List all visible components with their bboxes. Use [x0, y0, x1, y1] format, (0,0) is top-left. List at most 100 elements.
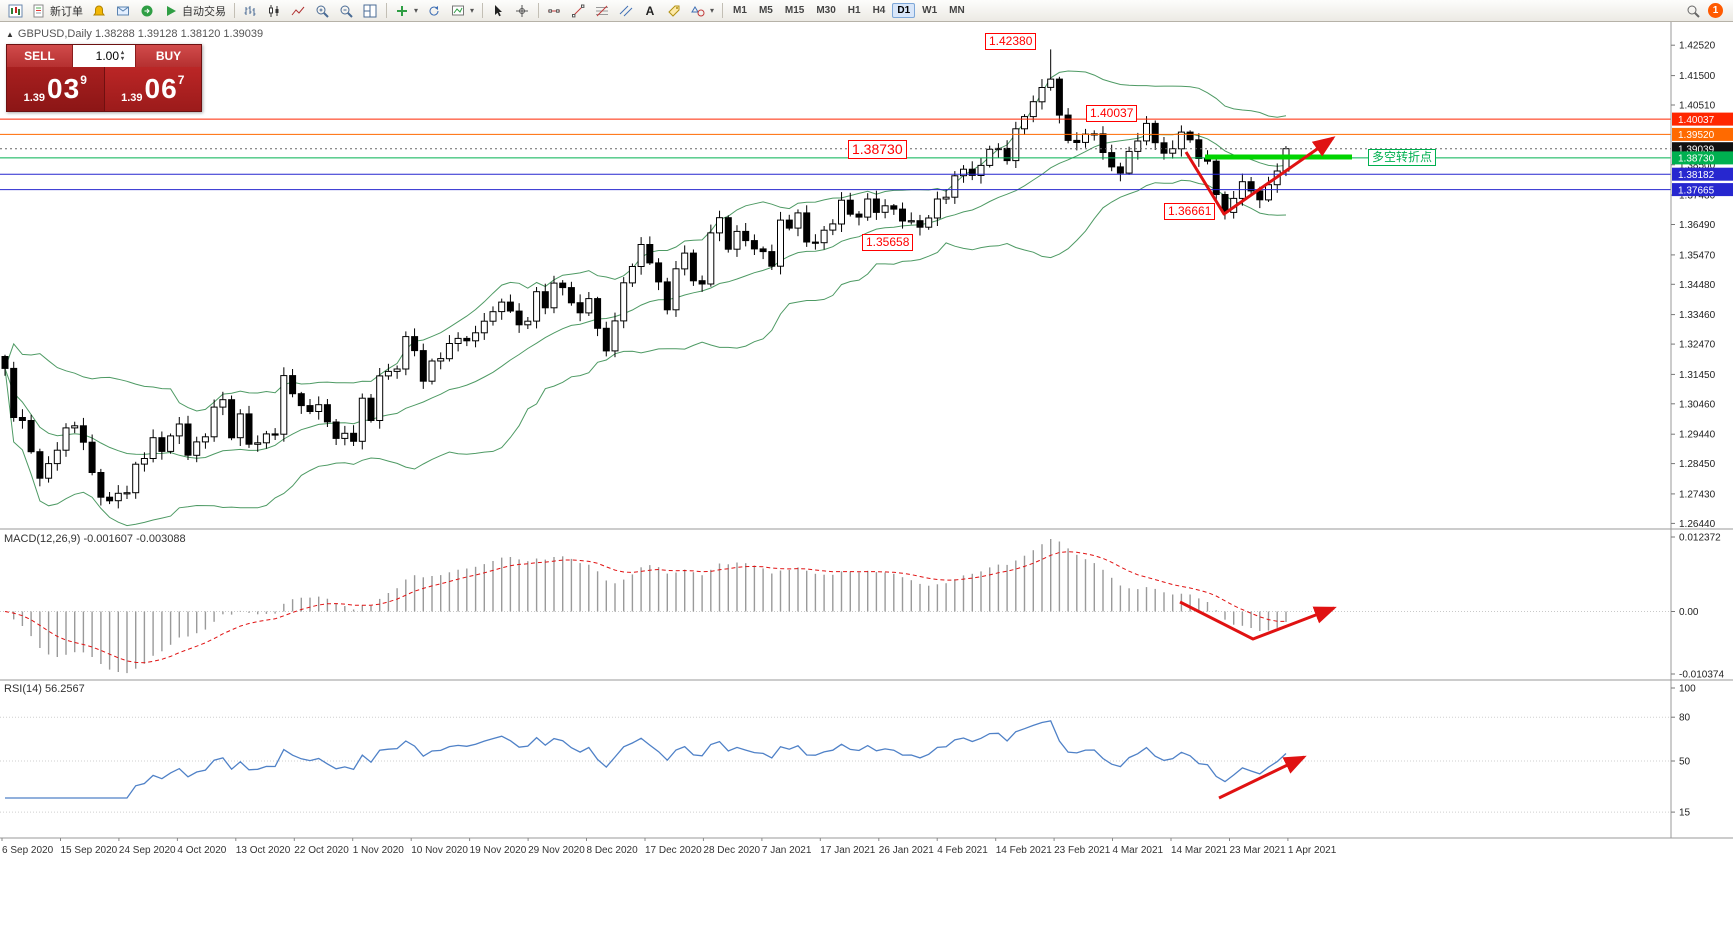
bull-candle — [193, 441, 201, 456]
toolbar-separator — [234, 3, 235, 18]
bull-candle — [1047, 78, 1055, 88]
line-chart-mode-button[interactable] — [287, 1, 310, 20]
volume-spin-buttons[interactable]: ▴ ▾ — [121, 50, 124, 62]
templates-button[interactable]: ▾ — [447, 1, 478, 20]
sell-button[interactable]: SELL — [7, 45, 72, 67]
chart-canvas[interactable]: 1.425201.415001.405101.385001.374801.364… — [0, 22, 1733, 945]
hline-tool-button[interactable] — [543, 1, 566, 20]
crosshair-tool-button[interactable] — [511, 1, 534, 20]
tile-windows-button[interactable] — [359, 1, 382, 20]
zoom-in-button[interactable] — [311, 1, 334, 20]
community-button[interactable] — [136, 1, 159, 20]
chart-window-icon — [8, 4, 23, 18]
bull-candle — [1169, 148, 1177, 154]
bear-candle — [724, 217, 732, 250]
bull-candle — [53, 449, 61, 465]
price-badge-label: 1.38730 — [1678, 154, 1715, 165]
price-badge — [1672, 167, 1733, 181]
bull-candle — [1134, 140, 1142, 152]
timeframe-MN[interactable]: MN — [949, 5, 965, 16]
volume-input[interactable] — [73, 49, 119, 63]
spin-up-icon[interactable]: ▴ — [121, 50, 125, 56]
buy-price-prefix: 1.39 — [121, 92, 143, 104]
bull-candle — [820, 229, 828, 244]
bear-candle — [367, 397, 375, 422]
buy-price-big-digits: 06 — [144, 73, 178, 104]
zoom-out-button[interactable] — [335, 1, 358, 20]
timeframe-M1[interactable]: M1 — [733, 5, 747, 16]
drawn-arrow-rsi[interactable] — [1218, 755, 1307, 800]
timeframe-D1[interactable]: D1 — [892, 3, 916, 18]
volume-stepper[interactable]: ▴▾ — [72, 45, 136, 67]
bear-candle — [79, 425, 87, 443]
time-label: 4 Feb 2021 — [937, 845, 988, 856]
bear-candle — [18, 417, 26, 421]
bear-candle — [1064, 114, 1072, 141]
charts-button[interactable] — [4, 1, 27, 20]
bull-candle — [733, 230, 741, 250]
price-badge-label: 1.38182 — [1678, 170, 1715, 181]
bear-candle — [698, 280, 706, 285]
text-tool-button[interactable]: A — [639, 1, 662, 20]
bear-candle — [463, 337, 471, 342]
candle-chart-mode-button[interactable] — [263, 1, 286, 20]
alerts-button[interactable] — [88, 1, 111, 20]
new-order-button[interactable]: 新订单 — [28, 1, 87, 20]
bear-candle — [88, 441, 96, 474]
timeframe-M30[interactable]: M30 — [816, 5, 836, 16]
symbol-ohlc-line: ▲ GBPUSD,Daily 1.38288 1.39128 1.38120 1.… — [6, 28, 263, 40]
mailbox-button[interactable] — [112, 1, 135, 20]
tile-windows-icon — [363, 4, 378, 18]
autotrading-button[interactable]: 自动交易 — [160, 1, 230, 20]
shapes-tool-button[interactable]: ▾ — [687, 1, 718, 20]
time-label: 24 Sep 2020 — [119, 845, 176, 856]
drawn-arrow-main[interactable] — [1184, 136, 1336, 216]
collapse-arrow-icon[interactable]: ▲ — [6, 30, 14, 39]
bull-candle — [1021, 116, 1028, 130]
spin-down-icon[interactable]: ▾ — [121, 56, 125, 62]
price-tick-label: 1.35470 — [1679, 250, 1716, 261]
time-label: 17 Dec 2020 — [645, 845, 702, 856]
bull-candle — [794, 212, 802, 229]
bear-candle — [602, 327, 610, 352]
search-button[interactable] — [1682, 1, 1705, 20]
bear-candle — [646, 244, 654, 264]
timeframe-M15[interactable]: M15 — [784, 5, 805, 16]
cursor-icon — [491, 4, 506, 18]
fibonacci-tool-button[interactable] — [591, 1, 614, 20]
timeframe-H4[interactable]: H4 — [872, 5, 886, 16]
price-tick-label: 1.40510 — [1679, 101, 1716, 112]
cursor-tool-button[interactable] — [487, 1, 510, 20]
timeframe-M5[interactable]: M5 — [758, 5, 773, 16]
notification-badge[interactable]: 1 — [1708, 3, 1723, 18]
timeframe-H1[interactable]: H1 — [847, 5, 861, 16]
bar-chart-mode-button[interactable] — [239, 1, 262, 20]
trendline-tool-button[interactable] — [567, 1, 590, 20]
drawn-arrow-macd[interactable] — [1179, 600, 1337, 641]
time-axis[interactable]: 6 Sep 2020 15 Sep 2020 24 Sep 2020 4 Oct 20… — [1, 838, 1337, 856]
indicators-button[interactable]: ▾ — [391, 1, 422, 20]
bull-candle — [1265, 184, 1272, 201]
buy-price-display[interactable]: 1.39 06 7 — [104, 67, 201, 111]
time-label: 23 Mar 2021 — [1230, 845, 1287, 856]
periods-button[interactable] — [423, 1, 446, 20]
toolbar-separator — [722, 3, 724, 18]
bear-candle — [1151, 122, 1159, 144]
sell-price-display[interactable]: 1.39 03 9 — [7, 67, 105, 111]
label-tool-button[interactable] — [663, 1, 686, 20]
fibonacci-icon — [595, 4, 610, 18]
bear-candle — [968, 168, 976, 176]
timeframe-W1[interactable]: W1 — [922, 5, 938, 16]
bear-candle — [506, 301, 514, 312]
bull-candle — [62, 427, 70, 451]
bollinger-middle-band — [4, 132, 1287, 459]
time-label: 10 Nov 2020 — [411, 845, 468, 856]
macd-indicator-label: MACD(12,26,9) -0.001607 -0.003088 — [4, 533, 186, 545]
bull-candle — [201, 436, 209, 443]
buy-button[interactable]: BUY — [136, 45, 201, 67]
price-axis[interactable]: 1.425201.415001.405101.385001.374801.364… — [1671, 41, 1733, 819]
bear-candle — [803, 212, 811, 243]
text-icon: A — [643, 4, 658, 18]
channel-tool-button[interactable] — [615, 1, 638, 20]
